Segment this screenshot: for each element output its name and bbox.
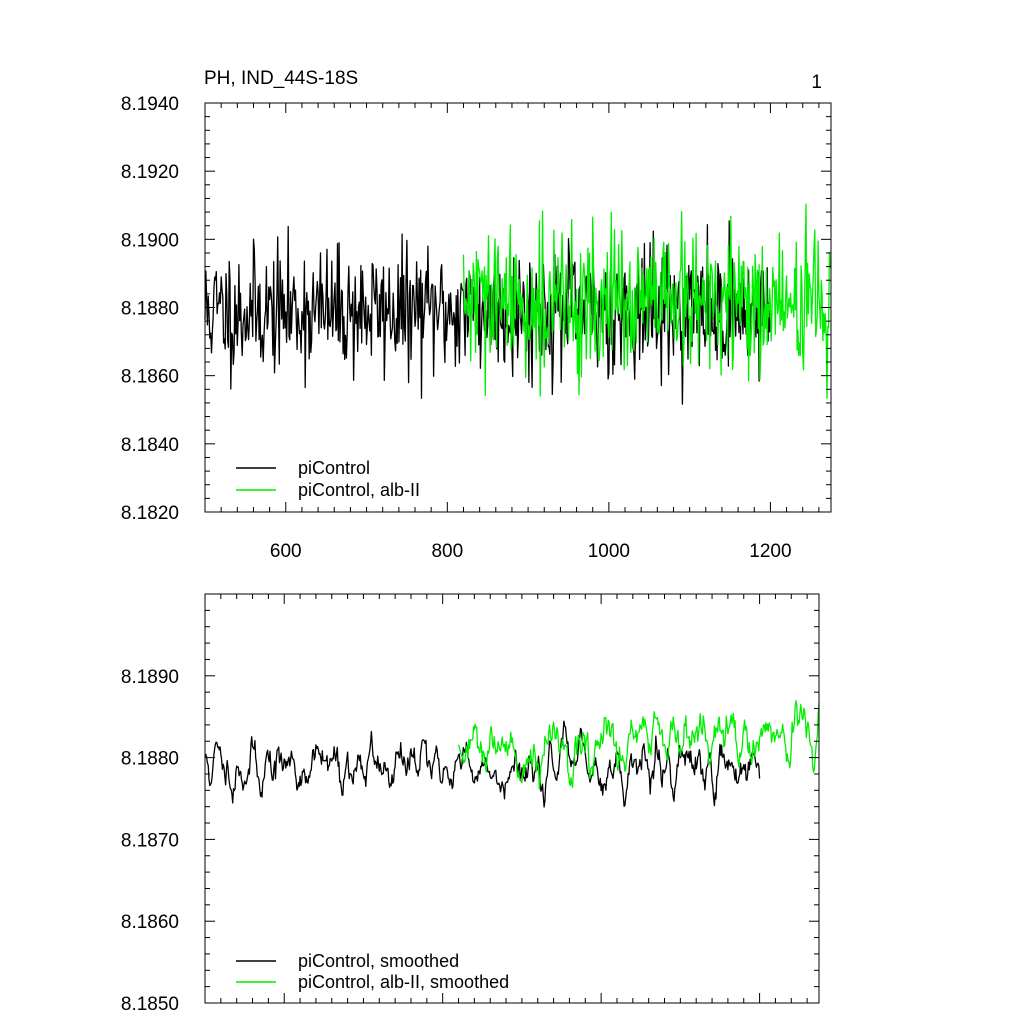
legend-label-picontrol: piControl — [298, 458, 370, 478]
panel-number-label: 1 — [811, 72, 822, 93]
y-tick-label: 8.1850 — [121, 994, 179, 1015]
top-chart-legend: piControl piControl, alb-II — [236, 458, 420, 500]
top-chart-series-lines — [204, 203, 832, 405]
top-chart-title: PH, IND_44S-18S — [204, 68, 358, 89]
bottom-chart-frame — [204, 593, 820, 1004]
y-tick-label: 8.1860 — [121, 367, 179, 388]
x-tick-label: 800 — [431, 541, 463, 562]
y-tick-label: 8.1860 — [121, 912, 179, 933]
x-tick-label: 600 — [270, 541, 302, 562]
top-chart-panel: PH, IND_44S-18S 1 8.18208.18408.18608.18… — [121, 68, 832, 562]
top-chart-ticks — [204, 102, 831, 513]
y-tick-label: 8.1940 — [121, 94, 179, 115]
x-tick-label: 1200 — [749, 541, 791, 562]
y-tick-label: 8.1920 — [121, 162, 179, 183]
top-chart-tick-labels: 8.1820 8.1840 8.1860 8.1880 8.1900 8.1920 8.19… — [121, 94, 792, 562]
series-line-picontrol-alb-ii-smoothed — [457, 700, 820, 790]
y-tick-label: 8.1820 — [121, 503, 179, 524]
y-tick-label: 8.1880 — [121, 299, 179, 320]
x-tick-label: 1000 — [588, 541, 630, 562]
legend-label-picontrol-smoothed: piControl, smoothed — [298, 951, 459, 971]
series-line-picontrol-alb-ii — [462, 203, 832, 399]
bottom-chart-panel: 8.1850 8.1860 8.1870 8.1880 8.1890 piControl… — [121, 593, 820, 1015]
bottom-chart-series-lines — [204, 700, 820, 808]
legend-label-alb-ii: piControl, alb-II — [298, 480, 420, 500]
bottom-chart-legend: piControl, smoothed piControl, alb-II, s… — [236, 951, 509, 992]
y-tick-label: 8.1840 — [121, 435, 179, 456]
bottom-chart-tick-labels: 8.1850 8.1860 8.1870 8.1880 8.1890 — [121, 667, 179, 1015]
legend-label-alb-ii-smoothed: piControl, alb-II, smoothed — [298, 972, 509, 992]
y-tick-label: 8.1890 — [121, 667, 179, 688]
y-tick-label: 8.1870 — [121, 830, 179, 851]
y-tick-label: 8.1900 — [121, 230, 179, 251]
y-tick-label: 8.1880 — [121, 749, 179, 770]
top-chart-frame — [204, 102, 832, 513]
